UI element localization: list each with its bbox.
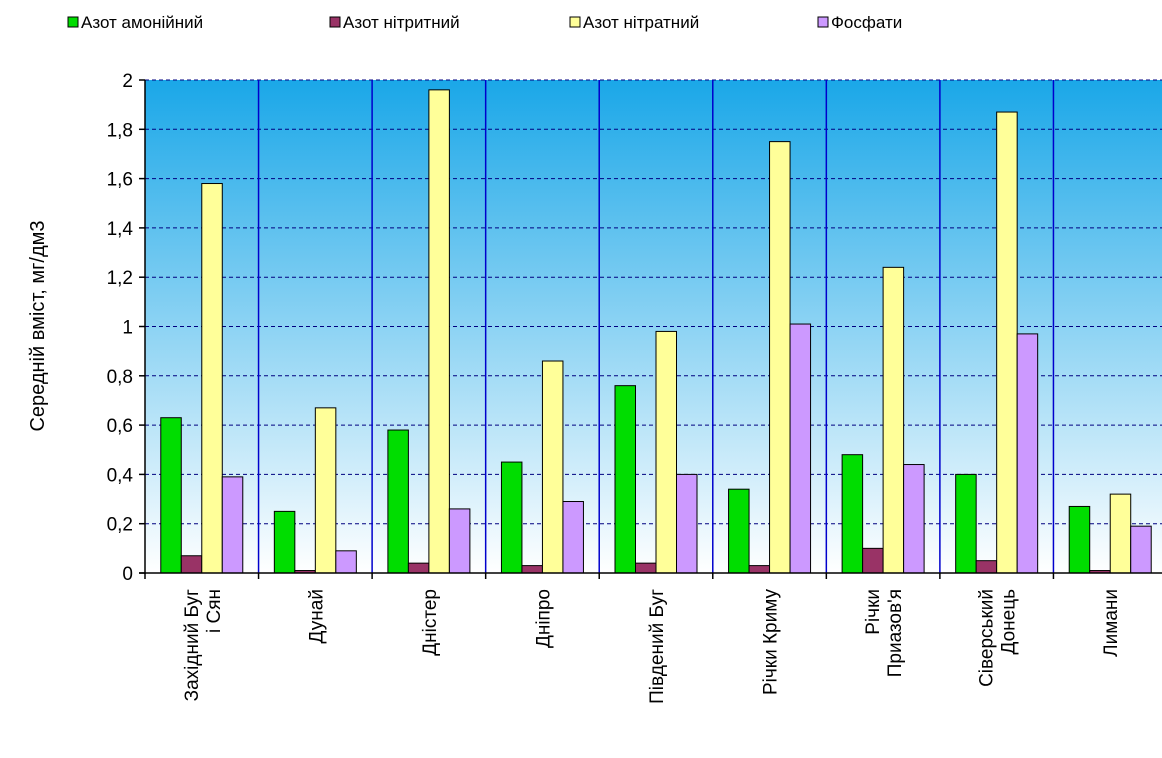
bars: [160, 89, 1152, 574]
y-tick-label: 1,6: [107, 170, 133, 191]
bar: [789, 323, 812, 574]
x-category-label: Західний Буг: [182, 589, 203, 701]
x-category-label: Приазов'я: [885, 589, 906, 677]
y-tick-label: 1,8: [107, 120, 133, 141]
y-tick-label: 0,8: [107, 367, 133, 388]
legend-swatch: [569, 16, 581, 28]
bar: [541, 360, 564, 574]
x-category-label: і Сян: [204, 589, 225, 633]
bar: [314, 407, 337, 574]
bar: [1068, 505, 1091, 574]
bar: [769, 141, 791, 574]
y-axis-title: Середній вміст, мг/дм3: [27, 220, 49, 431]
legend-label: Фосфати: [831, 13, 902, 32]
x-category-label: Донець: [999, 589, 1020, 655]
bar: [221, 476, 244, 574]
bar: [273, 510, 296, 574]
bar: [562, 501, 584, 574]
y-tick-labels: 0 0,2 0,4 0,6 0,8 1 1,2 1,4 1,6 1,8 2: [107, 71, 134, 585]
legend-swatch: [67, 16, 79, 28]
y-tick-label: 0,4: [107, 465, 134, 486]
bar: [500, 461, 523, 574]
axes: [139, 79, 1162, 579]
y-tick-label: 0: [122, 564, 133, 585]
bar: [201, 183, 223, 574]
legend: Азот амонійний Азот нітритний Азот нітратн…: [67, 13, 902, 32]
x-category-label: Річки Криму: [761, 589, 782, 696]
bar: [428, 89, 450, 574]
bar: [955, 473, 977, 574]
bar: [903, 464, 925, 574]
y-tick-label: 0,2: [107, 515, 133, 536]
bar: [387, 429, 409, 574]
bar: [614, 385, 636, 574]
bar: [1016, 333, 1039, 574]
legend-label: Азот нітратний: [583, 13, 699, 32]
bar: [1130, 525, 1152, 574]
x-category-label: Сіверський: [977, 589, 998, 687]
bar: [975, 560, 998, 574]
x-category-label: Дністер: [420, 589, 441, 656]
bar: [862, 547, 884, 574]
bar: [180, 555, 203, 574]
bar: [335, 550, 357, 574]
x-category-label: Дніпро: [533, 589, 554, 648]
y-tick-label: 2: [122, 71, 133, 92]
bar: [448, 508, 471, 574]
bar: [521, 565, 543, 574]
y-tick-label: 1,2: [107, 268, 133, 289]
x-category-label: Дунай: [306, 589, 327, 643]
bar: [841, 454, 864, 574]
bar: [635, 562, 657, 574]
legend-label: Азот нітритний: [343, 13, 460, 32]
bar: [728, 488, 750, 574]
legend-swatch: [329, 16, 341, 28]
y-tick-label: 1: [122, 318, 133, 339]
bar: [407, 562, 430, 574]
bar: [160, 417, 182, 574]
bar: [676, 473, 698, 574]
bar: [748, 565, 771, 574]
y-tick-label: 1,4: [107, 219, 134, 240]
x-category-label: Річки: [863, 589, 884, 635]
bar: [882, 266, 905, 574]
y-tick-label: 0,6: [107, 416, 133, 437]
x-category-label: Лимани: [1101, 589, 1122, 657]
x-category-label: Південий Буг: [647, 589, 668, 704]
bar: [1109, 493, 1132, 574]
bar: [655, 330, 677, 574]
category-dividers: [257, 80, 1055, 573]
x-category-labels: Західний Буг і Сян Дунай Дністер Дніпро Півде…: [182, 589, 1122, 704]
legend-label: Азот амонійний: [81, 13, 203, 32]
legend-swatch: [817, 16, 829, 28]
bar: [996, 111, 1018, 574]
